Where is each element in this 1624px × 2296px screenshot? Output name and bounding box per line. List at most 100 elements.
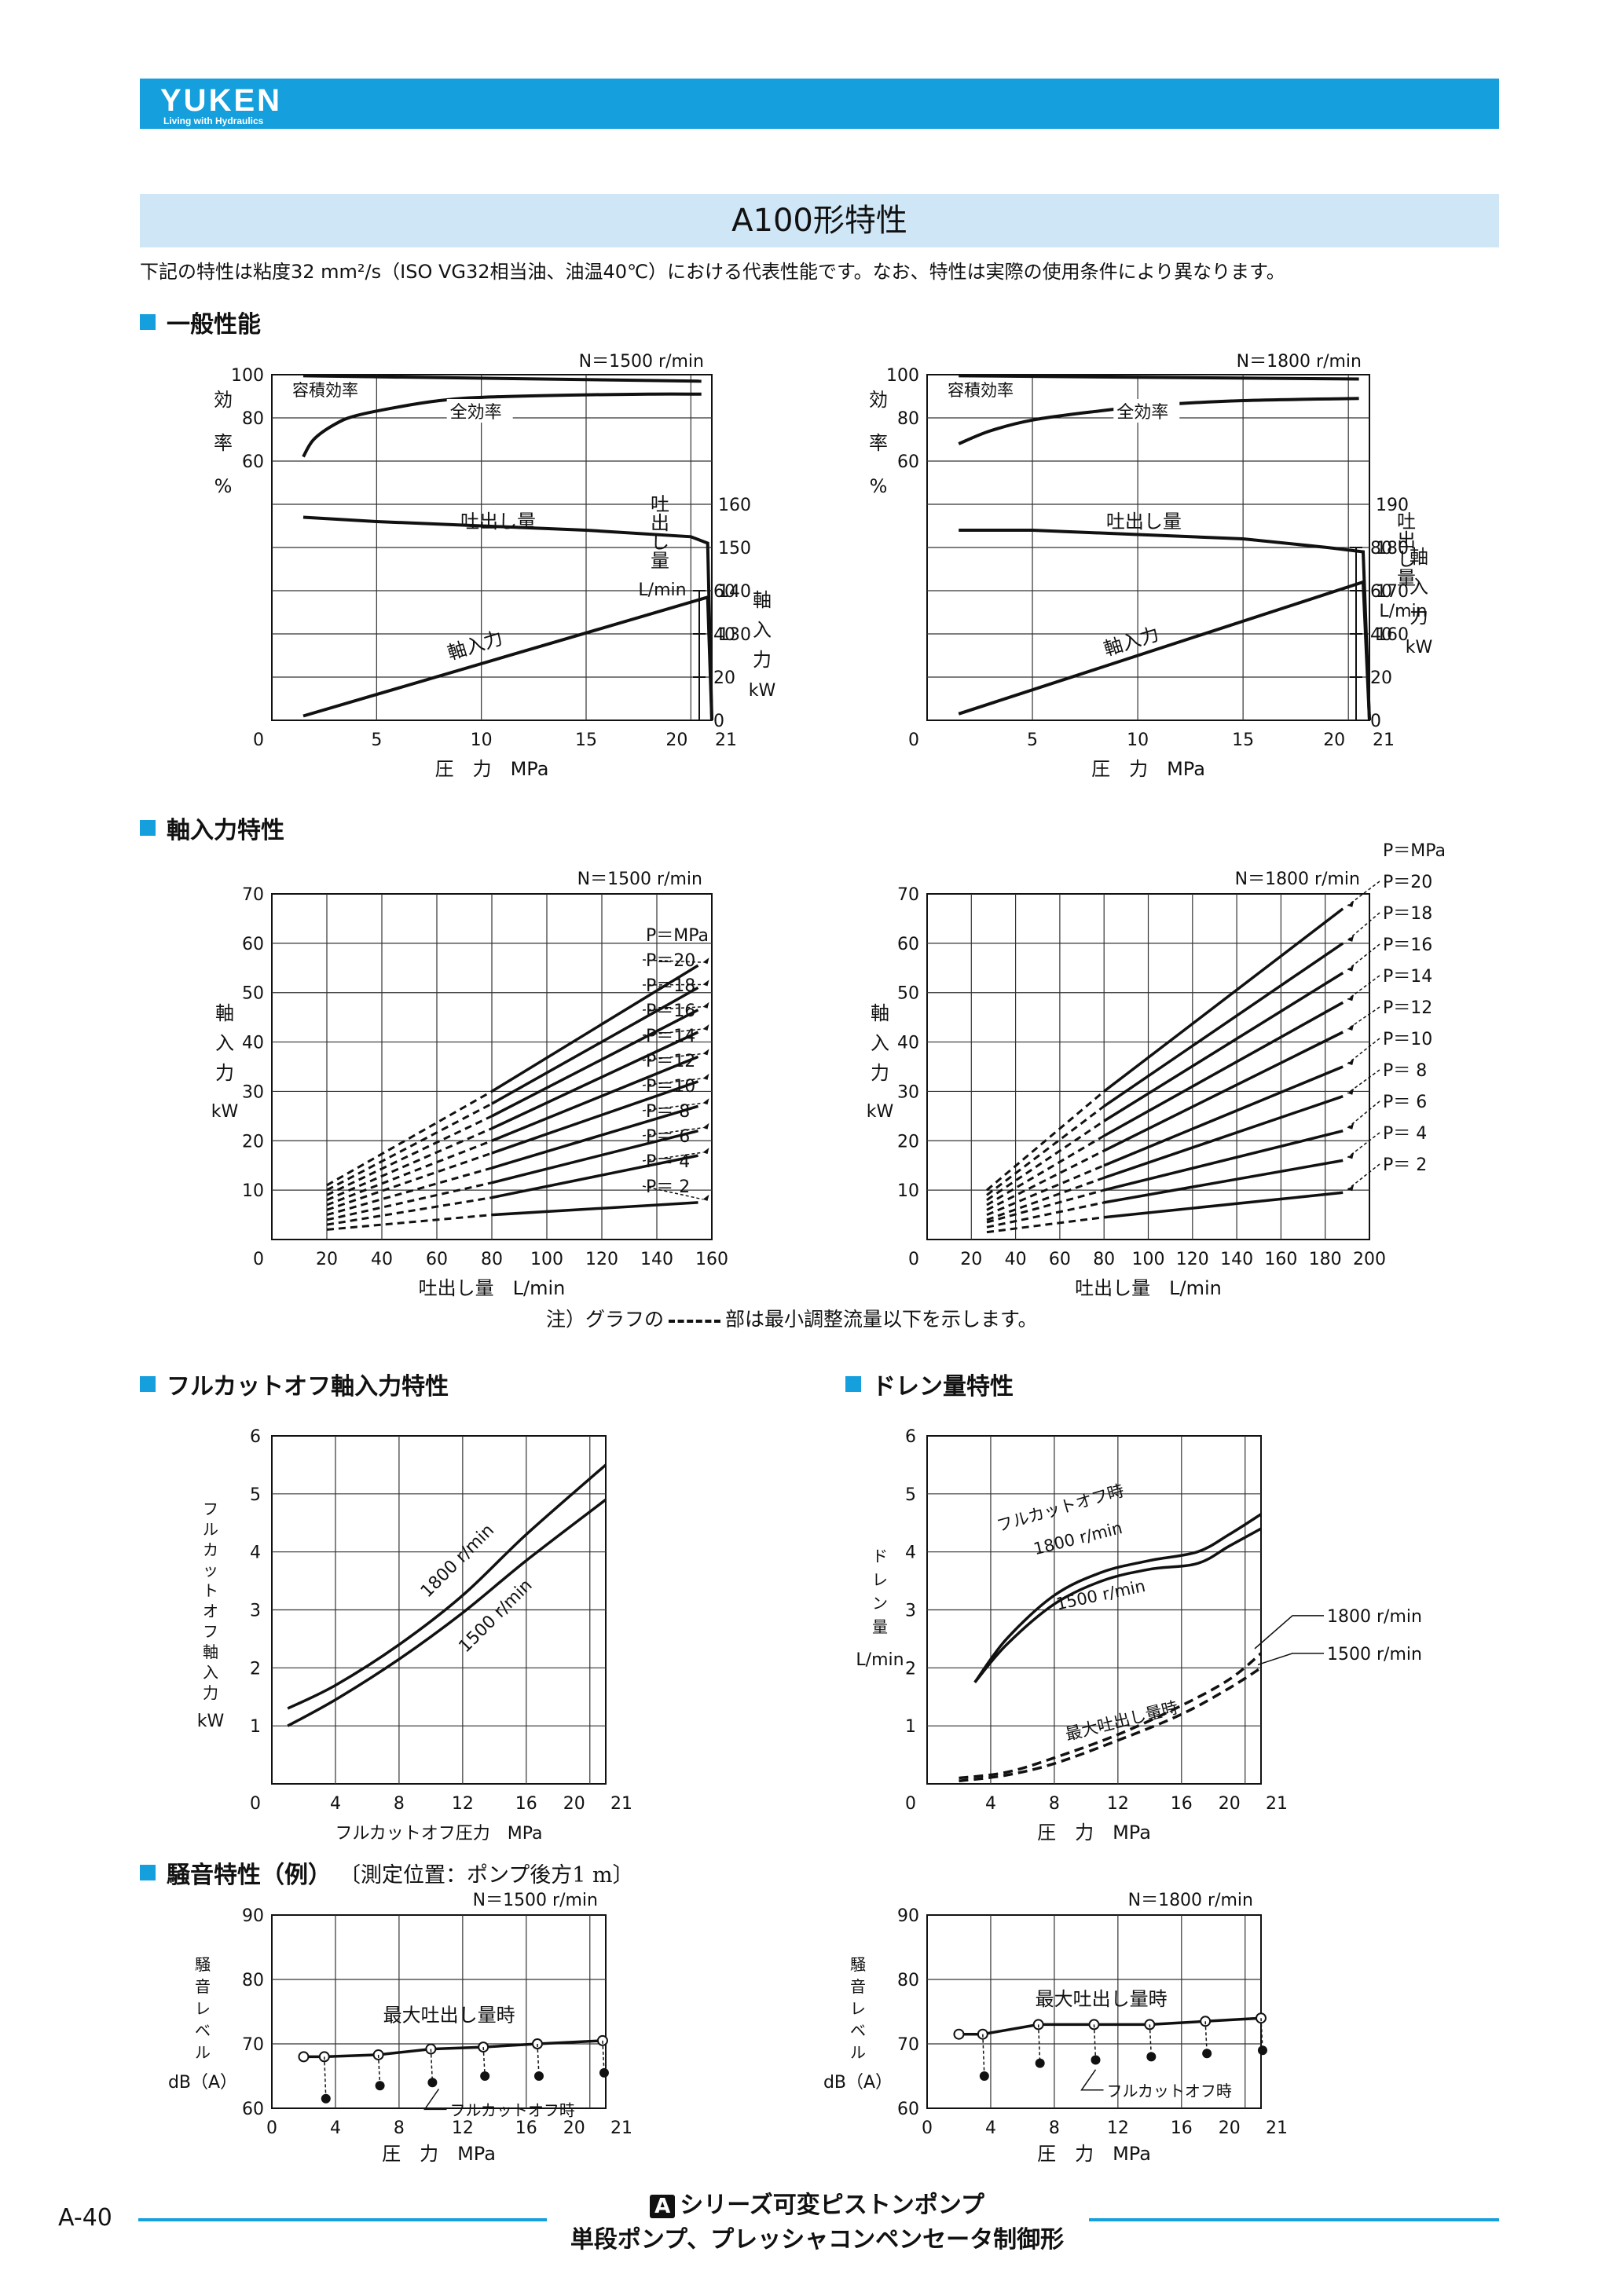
y-tick-label: 50 — [242, 984, 264, 1004]
series-line — [287, 1498, 607, 1727]
x-tick-label: 4 — [330, 2118, 341, 2138]
power-tick-label: 60 — [1370, 582, 1392, 602]
y-axis-label: ベ — [195, 2021, 211, 2040]
y-tick-label: 70 — [897, 885, 919, 905]
speed-label: N＝1500 r/min — [577, 870, 702, 889]
x-tick-label: 16 — [1171, 1794, 1193, 1814]
x-tick-label: 0 — [266, 2118, 277, 2138]
legend-arrow-icon — [1347, 935, 1355, 942]
series-line — [958, 580, 1371, 721]
cutoff-leader — [324, 2056, 327, 2099]
vol-eff-label: 容積効率 — [948, 381, 1014, 400]
cutoff-leader — [482, 2047, 486, 2077]
x-tick-label: 12 — [1107, 2118, 1129, 2138]
series-line-dashed — [326, 1102, 493, 1192]
section-fullcut: フルカットオフ軸入力特性 — [140, 1367, 449, 1401]
section-title: フルカットオフ軸入力特性 — [167, 1373, 449, 1401]
legend-leader — [642, 1102, 703, 1111]
x-tick-label: 20 — [1219, 2118, 1241, 2138]
x-tick-label: 10 — [471, 731, 493, 750]
legend-leader — [1347, 912, 1380, 941]
series-line — [491, 1055, 699, 1142]
data-point-filled — [321, 2093, 331, 2104]
eff-axis-label: 効 — [869, 389, 888, 411]
legend-leader — [642, 1028, 703, 1036]
section-marker-icon — [845, 1376, 861, 1392]
data-point-open — [318, 2051, 330, 2063]
x-tick-label: 120 — [1176, 1250, 1209, 1269]
series-line — [1103, 1065, 1344, 1167]
chart-noise-1500: 60 70 80 90 0 4 8 12 16 20 21 圧 力 MPa N＝1500 r/min 騒音… — [168, 1891, 632, 2165]
y-axis-label: オ — [203, 1602, 218, 1620]
graph-note: 注）グラフの 部は最小調整流量以下を示します。 — [546, 1304, 1038, 1332]
legend-entry: P＝20 — [1383, 873, 1432, 892]
x-tick-label: 60 — [426, 1250, 448, 1269]
y-axis-label: 軸 — [203, 1642, 218, 1661]
series-line-dashed — [326, 1139, 493, 1207]
legend-arrow-icon — [1347, 1088, 1355, 1095]
x-tick-label: 120 — [585, 1250, 618, 1269]
total-eff-label: 全効率 — [450, 403, 502, 423]
y-tick-label: 1 — [905, 1717, 916, 1737]
x-tick-label: 180 — [1309, 1250, 1342, 1269]
x-tick-label: 160 — [695, 1250, 728, 1269]
legend-leader — [642, 1053, 703, 1061]
yuken-logo: YUKEN — [160, 83, 283, 118]
total-eff-label: 全効率 — [1116, 403, 1168, 423]
series-line — [302, 374, 702, 383]
cutoff-label: フルカットオフ時 — [1107, 2082, 1232, 2100]
x-axis-label: 圧 力 MPa — [1037, 1822, 1151, 1844]
series-line-dashed — [986, 1149, 1105, 1211]
y-axis-label: ド — [872, 1547, 888, 1565]
section-general: 一般性能 — [140, 305, 261, 339]
legend-entry: P＝14 — [646, 1027, 695, 1046]
power-axis-label: 入 — [753, 619, 772, 641]
y-tick-label: 80 — [897, 1971, 919, 1990]
eff-tick-label: 100 — [231, 366, 264, 386]
y-tick-label: 50 — [897, 984, 919, 1004]
x-tick-label: 15 — [575, 731, 597, 750]
x-tick-label: 20 — [1219, 1794, 1241, 1814]
x-tick-label: 4 — [985, 2118, 996, 2138]
legend-arrow-icon — [1347, 1122, 1355, 1130]
series-line-dashed — [326, 1115, 493, 1196]
brand-header-bar: YUKEN Living with Hydraulics — [140, 79, 1499, 129]
flow-unit-label: L/min — [638, 580, 686, 600]
cutoff-leader — [1093, 2024, 1097, 2060]
legend-entry: P＝18 — [646, 976, 695, 996]
group-label-maxflow: 最大吐出し量時 — [1063, 1698, 1179, 1745]
section-title: 騒音特性（例） — [167, 1862, 332, 1889]
series-line — [491, 1031, 699, 1130]
footer-series-text: シリーズ可変ピストンポンプ — [680, 2192, 984, 2219]
x-tick-label: 12 — [452, 1794, 474, 1814]
section-note: 〔測定位置：ポンプ後方1 m〕 — [339, 1862, 634, 1888]
data-point-filled — [599, 2067, 609, 2078]
x-tick-label: 0 — [253, 1250, 264, 1269]
plot-frame — [926, 1914, 1262, 2109]
legend-arrow-icon — [702, 1002, 709, 1009]
series-line-dashed — [326, 1181, 493, 1221]
legend-leader — [642, 959, 703, 963]
y-tick-label: 3 — [905, 1602, 916, 1621]
data-point-filled — [1035, 2058, 1045, 2068]
eff-axis-label: 効 — [214, 389, 233, 411]
data-point-open — [1088, 2019, 1100, 2031]
x-tick-label: 20 — [563, 1794, 585, 1814]
legend-entry: P＝12 — [1383, 998, 1432, 1018]
section-marker-icon — [140, 1865, 156, 1880]
series-line — [1103, 1159, 1344, 1204]
legend-leader — [1347, 881, 1380, 906]
legend-entry: P＝16 — [646, 1002, 695, 1021]
y-axis-label: ル — [850, 2043, 866, 2062]
power-axis-unit: kW — [749, 681, 776, 701]
max-flow-label: 最大吐出し量時 — [383, 2004, 515, 2026]
flow-axis-label: 吐 — [1397, 511, 1416, 533]
eff-tick-label: 80 — [897, 409, 919, 429]
data-point-open — [298, 2051, 310, 2063]
series-line-dashed — [986, 1201, 1105, 1229]
logo-tagline: Living with Hydraulics — [163, 115, 264, 126]
series-line — [491, 1130, 698, 1185]
series-line-dashed — [326, 1214, 493, 1231]
data-point-open — [977, 2028, 988, 2040]
y-tick-label: 30 — [897, 1082, 919, 1102]
